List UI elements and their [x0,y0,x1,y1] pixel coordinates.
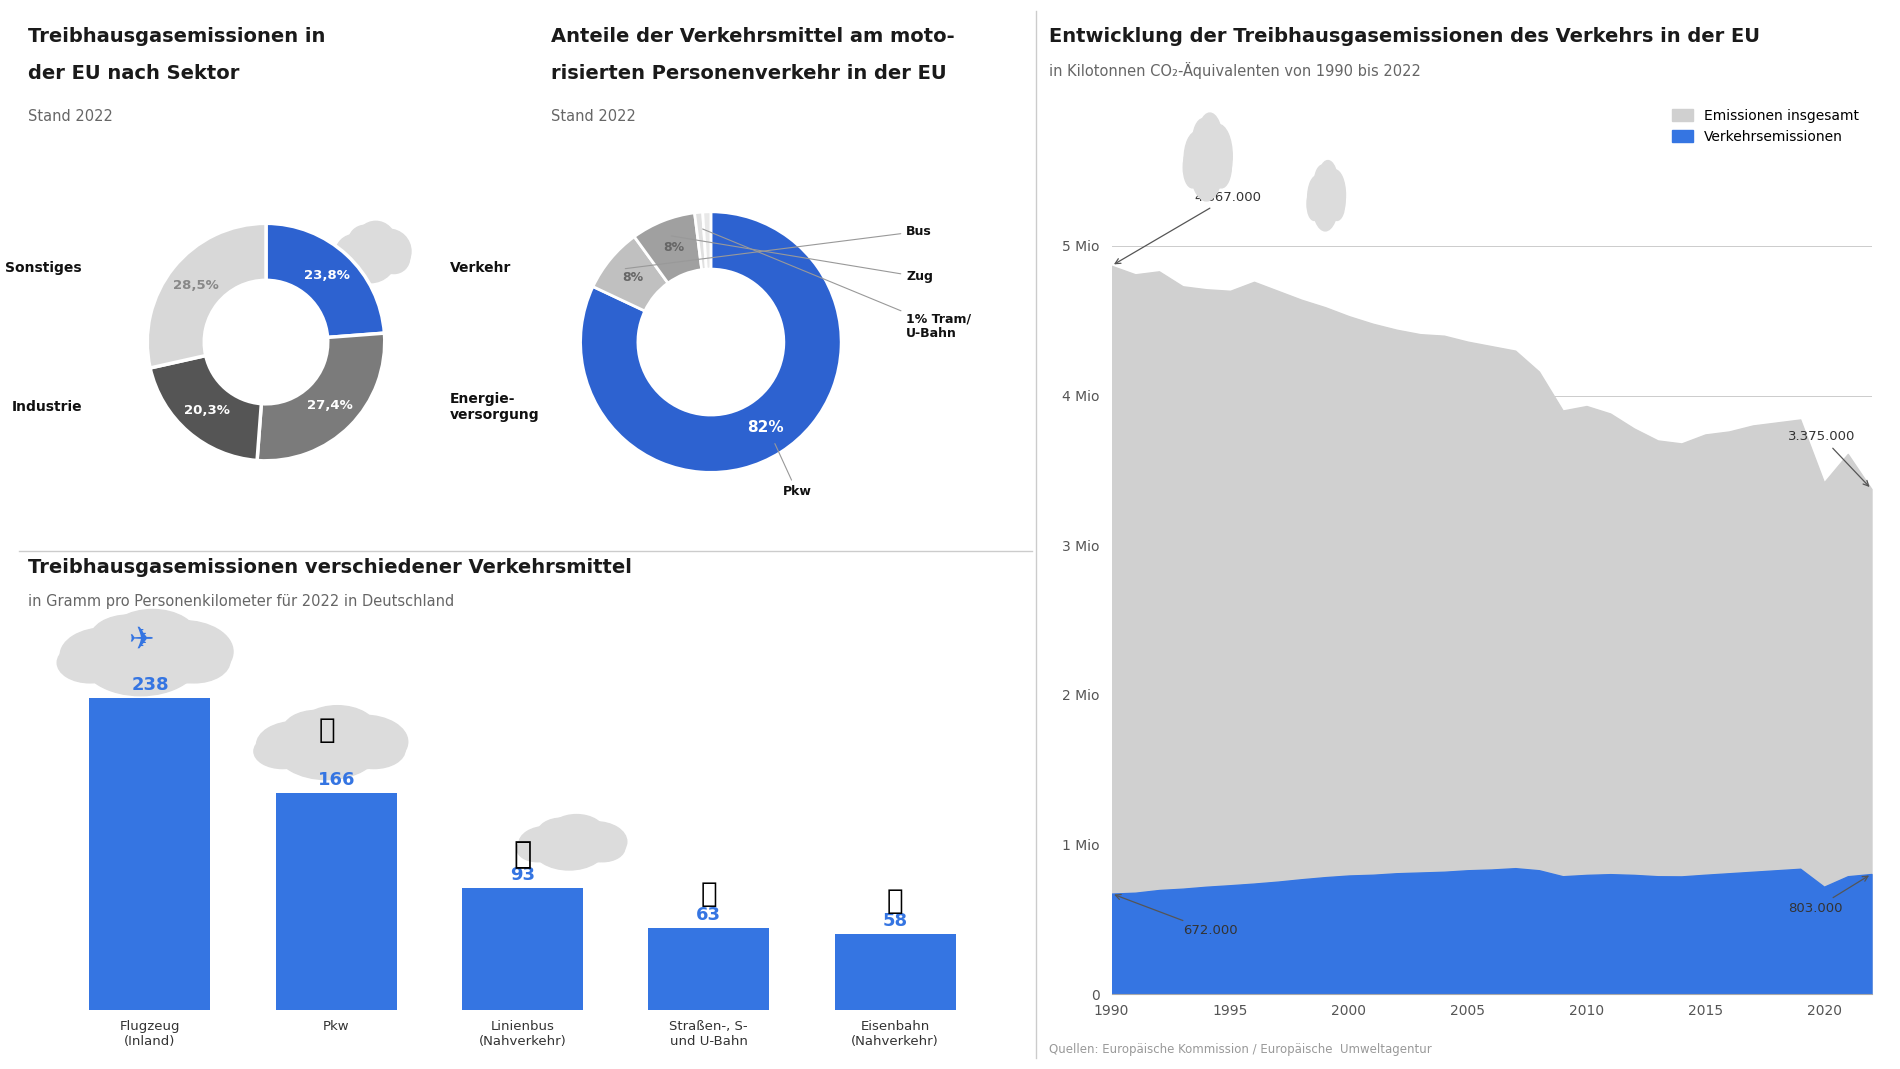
Ellipse shape [1197,113,1222,169]
Text: 672.000: 672.000 [1115,895,1237,938]
Bar [276,793,397,1010]
Text: Energie-
versorgung: Energie- versorgung [450,392,540,422]
Circle shape [334,234,374,274]
Ellipse shape [1205,124,1233,188]
Text: 803.000: 803.000 [1788,877,1868,915]
Circle shape [344,231,397,282]
Wedge shape [148,223,266,368]
Ellipse shape [532,823,606,870]
Ellipse shape [108,609,198,665]
Circle shape [367,229,410,274]
Text: der EU nach Sektor: der EU nach Sektor [28,64,239,83]
Ellipse shape [342,731,405,769]
Ellipse shape [158,639,230,683]
Text: 58: 58 [882,912,908,930]
Text: Pkw: Pkw [775,444,811,498]
Text: 82%: 82% [747,420,783,435]
Text: 🚆: 🚆 [887,886,902,915]
Ellipse shape [580,834,625,862]
Text: Stand 2022: Stand 2022 [551,109,637,124]
Ellipse shape [549,815,604,850]
Wedge shape [635,213,701,283]
Text: 🚌: 🚌 [513,839,532,869]
Bar [834,934,956,1010]
Wedge shape [266,223,384,338]
Ellipse shape [256,722,334,769]
Ellipse shape [82,622,200,696]
Text: 1% Tram/
U-Bahn: 1% Tram/ U-Bahn [703,229,971,340]
Text: 28,5%: 28,5% [173,279,219,292]
Text: 🚊: 🚊 [701,880,716,908]
Text: 8%: 8% [621,270,642,283]
Text: Stand 2022: Stand 2022 [28,109,114,124]
Ellipse shape [1184,131,1208,188]
Text: 20,3%: 20,3% [184,404,230,417]
Ellipse shape [1330,185,1345,220]
Text: 238: 238 [131,677,169,695]
Text: 4.867.000: 4.867.000 [1115,191,1262,264]
Ellipse shape [255,734,312,769]
Ellipse shape [1319,160,1338,205]
Bar [648,928,770,1010]
Circle shape [355,221,395,261]
Ellipse shape [1307,187,1320,220]
Wedge shape [703,212,711,269]
Text: 166: 166 [317,771,355,789]
Bar [462,888,583,1010]
Wedge shape [593,236,669,311]
Text: Entwicklung der Treibhausgasemissionen des Verkehrs in der EU: Entwicklung der Treibhausgasemissionen d… [1049,27,1759,46]
Ellipse shape [1212,143,1231,188]
Ellipse shape [1189,126,1224,201]
Ellipse shape [564,822,627,862]
Text: Zug: Zug [671,236,933,283]
Ellipse shape [1313,171,1338,231]
Text: 3.375.000: 3.375.000 [1788,431,1868,486]
Text: in Kilotonnen CO₂-Äquivalenten von 1990 bis 2022: in Kilotonnen CO₂-Äquivalenten von 1990 … [1049,62,1421,79]
Text: Quellen: Europäische Kommission / Europäische  Umweltagentur: Quellen: Europäische Kommission / Europä… [1049,1043,1431,1056]
Circle shape [334,245,363,274]
Wedge shape [581,212,842,472]
Text: Verkehr: Verkehr [450,262,511,276]
Text: 🚗: 🚗 [319,716,334,744]
Ellipse shape [298,706,376,753]
Ellipse shape [131,620,234,683]
Circle shape [348,226,382,259]
Circle shape [378,243,410,274]
Text: in Gramm pro Personenkilometer für 2022 in Deutschland: in Gramm pro Personenkilometer für 2022 … [28,594,454,609]
Ellipse shape [519,826,574,862]
Wedge shape [695,212,707,269]
Ellipse shape [517,836,559,862]
Text: 93: 93 [509,866,536,884]
Ellipse shape [283,711,350,752]
Ellipse shape [1307,175,1328,220]
Text: risierten Personenverkehr in der EU: risierten Personenverkehr in der EU [551,64,946,83]
Ellipse shape [538,818,585,849]
Ellipse shape [319,715,408,769]
Ellipse shape [1315,165,1332,204]
Ellipse shape [1184,146,1201,188]
Text: Treibhausgasemissionen in: Treibhausgasemissionen in [28,27,327,46]
Ellipse shape [276,716,380,779]
Ellipse shape [89,615,167,663]
Bar [89,698,211,1010]
Text: Treibhausgasemissionen verschiedener Verkehrsmittel: Treibhausgasemissionen verschiedener Ver… [28,558,633,577]
Ellipse shape [57,642,124,683]
Wedge shape [150,356,262,461]
Ellipse shape [61,628,150,683]
Text: Bus: Bus [625,224,933,268]
Ellipse shape [1322,170,1345,220]
Text: 8%: 8% [663,242,684,254]
Text: Anteile der Verkehrsmittel am moto-: Anteile der Verkehrsmittel am moto- [551,27,954,46]
Wedge shape [256,334,384,461]
Text: 23,8%: 23,8% [304,269,350,282]
Ellipse shape [1193,119,1214,167]
Text: 27,4%: 27,4% [308,400,353,413]
Legend: Emissionen insgesamt, Verkehrsemissionen: Emissionen insgesamt, Verkehrsemissionen [1666,103,1864,150]
Text: Industrie: Industrie [11,401,82,415]
Text: ✈: ✈ [127,626,154,655]
Text: 63: 63 [695,905,722,924]
Text: Sonstiges: Sonstiges [6,262,82,276]
